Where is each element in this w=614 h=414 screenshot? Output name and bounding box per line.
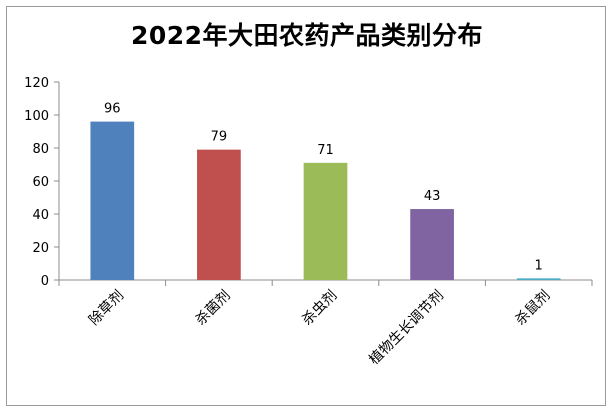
y-tick-label: 80 [32, 142, 49, 157]
category-label-2: 杀菌剂 [193, 288, 234, 329]
y-tick-label: 60 [32, 175, 49, 190]
y-tick-label: 0 [41, 274, 49, 289]
data-label-1: 96 [104, 102, 121, 117]
y-tick-label: 100 [24, 109, 49, 124]
category-label-3: 杀虫剂 [299, 288, 340, 329]
y-tick-label: 120 [24, 76, 49, 91]
y-tick-label: 20 [32, 241, 49, 256]
category-label-1: 除草剂 [86, 288, 127, 329]
y-tick-label: 40 [32, 208, 49, 223]
data-label-2: 79 [211, 130, 228, 145]
bar-1 [90, 121, 135, 280]
category-label-5: 杀鼠剂 [513, 288, 554, 329]
data-label-3: 71 [317, 143, 334, 158]
bar-2 [197, 149, 241, 280]
bar-3 [303, 162, 348, 280]
bar-5 [516, 278, 561, 280]
data-label-4: 43 [424, 189, 441, 204]
bar-4 [410, 209, 454, 280]
category-label-4: 植物生长调节剂 [366, 288, 447, 369]
chart-title: 2022年大田农药产品类别分布 [130, 21, 484, 50]
data-label-5: 1 [535, 258, 543, 273]
